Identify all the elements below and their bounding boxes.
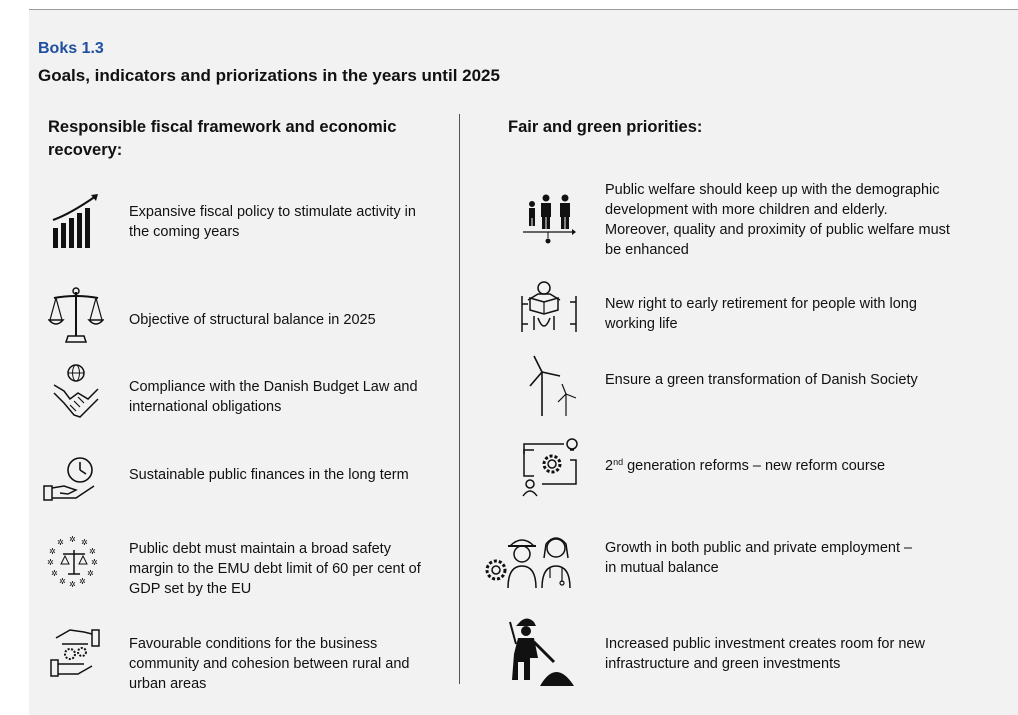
svg-text:✲: ✲ xyxy=(79,577,86,586)
workers-icon xyxy=(484,528,584,592)
box-label: Boks 1.3 xyxy=(38,40,104,57)
handshake-globe-icon xyxy=(50,363,102,423)
left-item-2-text: Objective of structural balance in 2025 xyxy=(129,312,376,328)
svg-text:✲: ✲ xyxy=(87,569,94,578)
elderly-reading-icon xyxy=(520,280,580,338)
svg-text:✲: ✲ xyxy=(81,538,88,547)
scales-icon xyxy=(48,286,104,346)
box-panel xyxy=(29,10,1018,715)
svg-text:✲: ✲ xyxy=(57,538,64,547)
svg-text:✲: ✲ xyxy=(89,547,96,556)
right-item-4-text-sup: nd xyxy=(613,457,624,467)
left-item-6-text: Favourable conditions for the business c… xyxy=(129,636,410,692)
left-item-5-text: Public debt must maintain a broad safety… xyxy=(129,541,421,597)
clock-in-hand-icon xyxy=(42,456,100,506)
right-item-1-text: Public welfare should keep up with the d… xyxy=(605,182,950,258)
gears-hands-icon xyxy=(48,624,104,684)
svg-text:✲: ✲ xyxy=(49,547,56,556)
left-item-3-text: Compliance with the Danish Budget Law an… xyxy=(129,379,418,415)
right-item-5-text: Growth in both public and private employ… xyxy=(605,540,913,576)
column-divider xyxy=(459,114,460,684)
reform-gear-bulb-icon xyxy=(520,436,582,498)
family-timeline-icon xyxy=(522,192,578,248)
left-column-heading: Responsible fiscal framework and economi… xyxy=(48,118,397,159)
right-item-6-text: Increased public investment creates room… xyxy=(605,636,925,672)
svg-text:✲: ✲ xyxy=(47,558,54,567)
svg-text:✲: ✲ xyxy=(51,569,58,578)
right-item-3-text: Ensure a green transformation of Danish … xyxy=(605,372,918,388)
svg-text:✲: ✲ xyxy=(69,580,76,589)
svg-text:✲: ✲ xyxy=(91,558,98,567)
top-rule xyxy=(29,9,1018,10)
left-item-4-text: Sustainable public finances in the long … xyxy=(129,467,409,483)
svg-text:✲: ✲ xyxy=(69,535,76,544)
svg-text:✲: ✲ xyxy=(59,577,66,586)
left-item-1-text: Expansive fiscal policy to stimulate act… xyxy=(129,204,416,240)
eu-stars-scales-icon: ✲ ✲ ✲ ✲ ✲ ✲ ✲ ✲ ✲ ✲ ✲ ✲ xyxy=(46,534,102,590)
right-item-4-text: 2nd generation reforms – new reform cour… xyxy=(605,456,955,476)
construction-worker-icon xyxy=(500,614,580,686)
wind-turbines-icon xyxy=(524,354,580,418)
right-item-4-text-post: generation reforms – new reform course xyxy=(623,458,886,474)
right-item-4-text-pre: 2 xyxy=(605,458,614,474)
right-item-2-text: New right to early retirement for people… xyxy=(605,296,917,332)
right-column-heading: Fair and green priorities: xyxy=(508,118,703,136)
growth-bars-icon xyxy=(50,192,102,250)
box-title: Goals, indicators and priorizations in t… xyxy=(38,66,500,85)
